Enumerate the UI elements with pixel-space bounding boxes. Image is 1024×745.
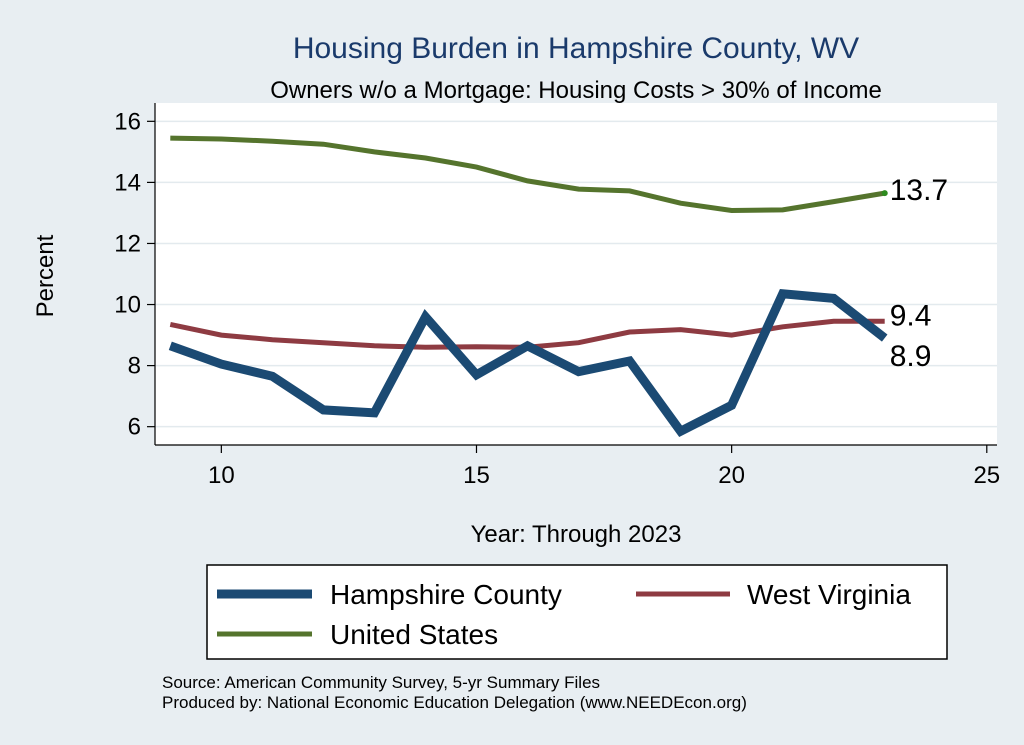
legend-box [206,564,948,660]
data-point-hampshire-county-14 [424,316,426,318]
data-point-hampshire-county-19 [680,430,682,432]
data-point-hampshire-county-16 [527,345,529,347]
y-axis-title: Percent [32,234,59,317]
x-tick-label-10: 10 [208,462,235,489]
data-point-west-virginia-18 [629,331,631,333]
series-layer [168,135,888,438]
data-point-hampshire-county-11 [271,375,273,377]
series-line-united-states [170,135,886,214]
data-point-united-states-20 [731,209,733,211]
y-tick-label-16: 16 [114,108,141,135]
x-tick-label-25: 25 [973,462,1000,489]
x-axis-title: Year: Through 2023 [471,521,682,548]
end-label-united-states: 13.7 [890,174,948,207]
data-point-united-states-9 [169,137,171,139]
data-point-hampshire-county-9 [169,345,171,347]
data-point-united-states-10 [220,138,222,140]
end-label-hampshire-county: 8.9 [890,340,932,373]
data-point-united-states-12 [322,143,324,145]
data-point-west-virginia-12 [322,342,324,344]
y-tick-label-8: 8 [128,353,141,380]
data-point-hampshire-county-17 [578,371,580,373]
data-point-united-states-18 [629,190,631,192]
data-point-west-virginia-15 [475,346,477,348]
data-point-united-states-22 [833,201,835,203]
data-point-united-states-21 [782,209,784,211]
producer-note: Produced by: National Economic Education… [162,693,747,712]
end-labels-layer: 8.9 9.4 13.7 [881,174,948,373]
data-point-hampshire-county-10 [220,363,222,365]
legend-label-hampshire-county: Hampshire County [330,579,562,610]
data-point-united-states-13 [373,151,375,153]
data-point-west-virginia-23 [884,320,886,322]
x-tick-label-15: 15 [463,462,490,489]
data-point-hampshire-county-13 [373,412,375,414]
axes-layer: 6 8 10 12 14 16 10 15 20 25 [114,103,1000,489]
y-tick-label-12: 12 [114,230,141,257]
chart-subtitle: Owners w/o a Mortgage: Housing Costs > 3… [270,77,882,104]
data-point-hampshire-county-20 [731,404,733,406]
data-point-west-virginia-17 [578,342,580,344]
end-label-west-virginia: 9.4 [890,299,932,332]
data-point-hampshire-county-22 [833,297,835,299]
x-tick-label-20: 20 [718,462,745,489]
data-point-west-virginia-10 [220,334,222,336]
chart-title: Housing Burden in Hampshire County, WV [293,32,859,65]
data-point-united-states-15 [475,166,477,168]
data-point-united-states-14 [424,157,426,159]
data-point-west-virginia-19 [680,329,682,331]
legend-label-united-states: United States [330,619,498,650]
legend-label-west-virginia: West Virginia [747,579,911,610]
data-point-hampshire-county-12 [322,409,324,411]
data-point-west-virginia-11 [271,339,273,341]
data-point-west-virginia-21 [782,326,784,328]
grid-layer [155,120,997,428]
plot-area [155,103,997,445]
data-point-united-states-11 [271,140,273,142]
data-point-hampshire-county-18 [629,360,631,362]
data-point-hampshire-county-23 [884,337,886,339]
series-line-hampshire-county [168,289,888,438]
data-point-hampshire-county-15 [475,374,477,376]
source-note: Source: American Community Survey, 5-yr … [162,673,600,692]
data-point-west-virginia-9 [169,323,171,325]
data-point-west-virginia-22 [833,320,835,322]
data-point-west-virginia-14 [424,346,426,348]
data-point-united-states-19 [680,202,682,204]
y-tick-label-10: 10 [114,292,141,319]
data-point-hampshire-county-21 [782,293,784,295]
data-point-united-states-17 [578,188,580,190]
y-tick-label-14: 14 [114,169,141,196]
end-marker-united-states [881,190,888,197]
data-point-united-states-16 [527,180,529,182]
data-point-west-virginia-20 [731,334,733,336]
y-tick-label-6: 6 [128,414,141,441]
data-point-west-virginia-13 [373,345,375,347]
